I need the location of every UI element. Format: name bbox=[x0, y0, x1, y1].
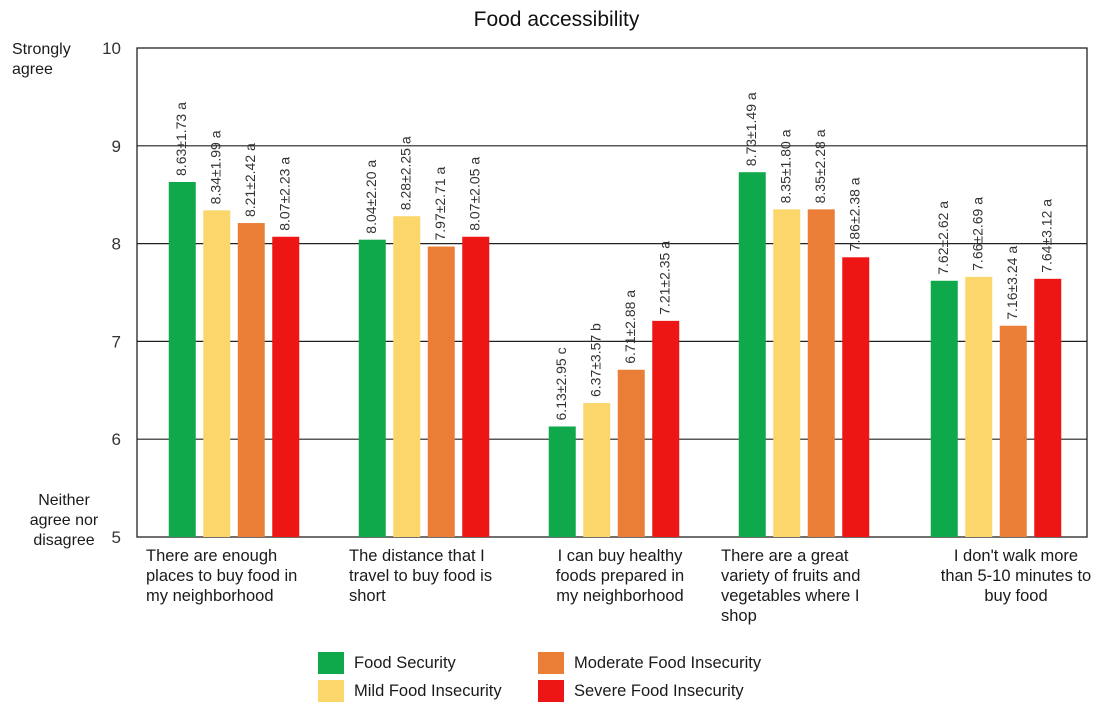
category-label: I don't walk more bbox=[954, 547, 1078, 565]
category-label: than 5-10 minutes to bbox=[941, 567, 1091, 585]
bar bbox=[462, 236, 490, 537]
category-label: vegetables where I bbox=[721, 587, 860, 605]
data-label: 8.34±1.99 a bbox=[208, 130, 224, 204]
y-anchor-label-bottom: agree nor bbox=[30, 512, 99, 529]
bar bbox=[930, 280, 958, 537]
legend-swatch bbox=[318, 652, 344, 674]
category-label: foods prepared in bbox=[556, 567, 684, 585]
category-label: short bbox=[349, 587, 386, 605]
y-anchor-label-top: Strongly bbox=[12, 41, 71, 58]
data-label: 8.35±1.80 a bbox=[778, 129, 794, 203]
legend-label: Severe Food Insecurity bbox=[574, 681, 744, 700]
y-tick-label: 7 bbox=[112, 332, 121, 351]
bar bbox=[1034, 278, 1062, 537]
data-label: 7.97±2.71 a bbox=[432, 166, 448, 240]
bar bbox=[738, 172, 766, 537]
category-label: my neighborhood bbox=[146, 587, 274, 605]
data-label: 8.73±1.49 a bbox=[743, 92, 759, 166]
y-anchor-label-top: agree bbox=[12, 61, 53, 78]
data-label: 8.07±2.23 a bbox=[277, 157, 293, 231]
bar bbox=[272, 236, 300, 537]
bar bbox=[237, 223, 265, 537]
bar bbox=[583, 403, 611, 537]
category-label: places to buy food in bbox=[146, 567, 297, 585]
category-label: The distance that I bbox=[349, 547, 485, 565]
data-label: 7.16±3.24 a bbox=[1004, 246, 1020, 320]
data-label: 6.13±2.95 c bbox=[553, 347, 569, 420]
data-label: 8.28±2.25 a bbox=[398, 136, 414, 210]
legend-swatch bbox=[538, 680, 564, 702]
data-label: 8.04±2.20 a bbox=[363, 160, 379, 234]
bar bbox=[617, 369, 645, 537]
category-label: my neighborhood bbox=[556, 587, 684, 605]
y-tick-label: 6 bbox=[112, 430, 121, 449]
legend-swatch bbox=[538, 652, 564, 674]
data-label: 6.37±3.57 b bbox=[588, 323, 604, 397]
bar bbox=[358, 239, 386, 538]
y-tick-label: 8 bbox=[112, 235, 121, 254]
legend-label: Food Security bbox=[354, 653, 456, 672]
plot-frame bbox=[136, 47, 1088, 538]
category-label: shop bbox=[721, 607, 757, 625]
data-label: 7.64±3.12 a bbox=[1039, 199, 1055, 273]
category-label: There are enough bbox=[146, 547, 277, 565]
legend-item-food-security: Food Security bbox=[318, 652, 456, 674]
data-label: 7.21±2.35 a bbox=[657, 241, 673, 315]
chart-title: Food accessibility bbox=[473, 8, 640, 31]
y-anchor-label-bottom: disagree bbox=[33, 532, 94, 549]
data-label: 6.71±2.88 a bbox=[622, 290, 638, 364]
y-tick-label: 10 bbox=[102, 39, 121, 58]
data-label: 8.07±2.05 a bbox=[467, 157, 483, 231]
bar bbox=[807, 209, 835, 537]
data-label: 7.86±2.38 a bbox=[847, 177, 863, 251]
data-label: 7.66±2.69 a bbox=[970, 197, 986, 271]
bar bbox=[773, 209, 801, 537]
legend-label: Mild Food Insecurity bbox=[354, 681, 502, 700]
category-label: travel to buy food is bbox=[349, 567, 492, 585]
bar bbox=[842, 257, 870, 537]
data-label: 8.63±1.73 a bbox=[173, 102, 189, 176]
y-tick-label: 9 bbox=[112, 137, 121, 156]
legend-item-moderate-food-insecurity: Moderate Food Insecurity bbox=[538, 652, 761, 674]
category-label: buy food bbox=[984, 587, 1047, 605]
y-anchor-label-bottom: Neither bbox=[38, 492, 90, 509]
legend-item-severe-food-insecurity: Severe Food Insecurity bbox=[538, 680, 744, 702]
y-tick-label: 5 bbox=[112, 528, 121, 547]
data-label: 7.62±2.62 a bbox=[935, 201, 951, 275]
bar bbox=[999, 325, 1027, 537]
data-label: 8.35±2.28 a bbox=[812, 129, 828, 203]
legend-item-mild-food-insecurity: Mild Food Insecurity bbox=[318, 680, 502, 702]
bar bbox=[652, 320, 680, 537]
category-label: I can buy healthy bbox=[558, 547, 683, 565]
bar bbox=[965, 276, 993, 537]
bar bbox=[168, 181, 196, 537]
category-label: There are a great bbox=[721, 547, 849, 565]
bar bbox=[548, 426, 576, 537]
data-label: 8.21±2.42 a bbox=[242, 143, 258, 217]
bar bbox=[393, 216, 421, 537]
bar bbox=[203, 210, 231, 537]
category-label: variety of fruits and bbox=[721, 567, 860, 585]
legend-label: Moderate Food Insecurity bbox=[574, 653, 762, 672]
legend-swatch bbox=[318, 680, 344, 702]
legend: Food Security Mild Food Insecurity Moder… bbox=[318, 650, 838, 704]
bar bbox=[427, 246, 455, 537]
